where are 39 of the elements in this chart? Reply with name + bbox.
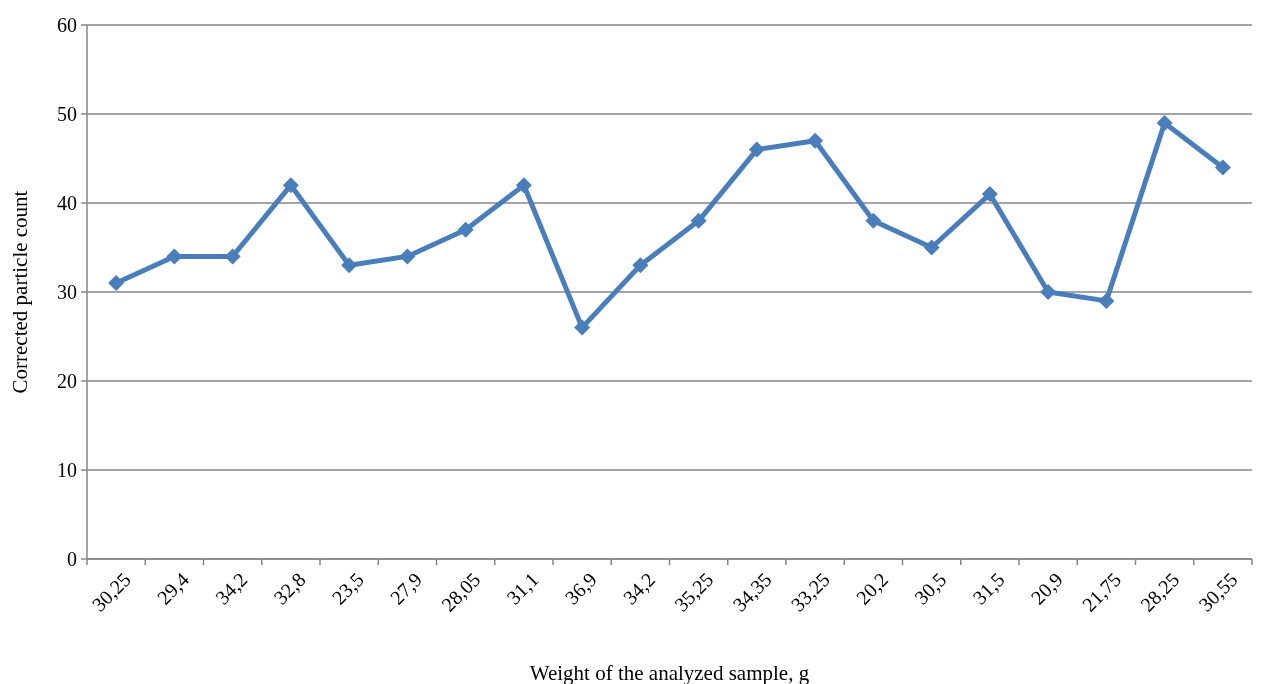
x-tick-label: 27,9 <box>385 568 427 609</box>
point <box>923 239 940 256</box>
point <box>574 319 591 336</box>
point <box>748 141 765 158</box>
point <box>341 257 358 274</box>
y-tick-label: 50 <box>57 103 77 125</box>
x-tick-label: 20,2 <box>851 568 893 609</box>
y-tick-label: 0 <box>67 548 77 570</box>
x-tick-label: 34,2 <box>618 568 660 609</box>
point <box>632 257 649 274</box>
point <box>690 212 707 229</box>
x-tick-label: 23,5 <box>327 568 368 609</box>
point <box>399 248 416 265</box>
x-tick-label: 36,9 <box>560 568 601 609</box>
point <box>457 221 474 238</box>
point <box>865 212 882 229</box>
x-tick-label: 30,5 <box>910 568 951 609</box>
y-tick-label: 10 <box>57 459 77 481</box>
point <box>807 132 824 149</box>
y-tick-label: 40 <box>57 192 77 214</box>
point <box>981 186 998 203</box>
y-tick-label: 20 <box>57 370 77 392</box>
x-tick-label: 31,5 <box>968 568 1009 609</box>
y-tick-label: 60 <box>57 14 77 36</box>
x-tick-label: 32,8 <box>269 568 310 609</box>
point <box>515 177 532 194</box>
point <box>1040 284 1057 300</box>
point <box>108 275 125 292</box>
x-tick-label: 20,9 <box>1026 568 1067 609</box>
x-tick-label: 34,2 <box>211 568 252 609</box>
y-axis-title: Corrected particle count <box>8 190 32 394</box>
point <box>1214 159 1231 176</box>
x-tick-label: 29,4 <box>152 568 194 609</box>
point <box>1156 114 1173 131</box>
point <box>282 177 299 194</box>
y-tick-label: 30 <box>57 281 77 303</box>
x-axis-title: Weight of the analyzed sample, g <box>529 661 810 684</box>
point <box>1098 292 1115 309</box>
x-tick-label: 31,1 <box>502 568 543 609</box>
